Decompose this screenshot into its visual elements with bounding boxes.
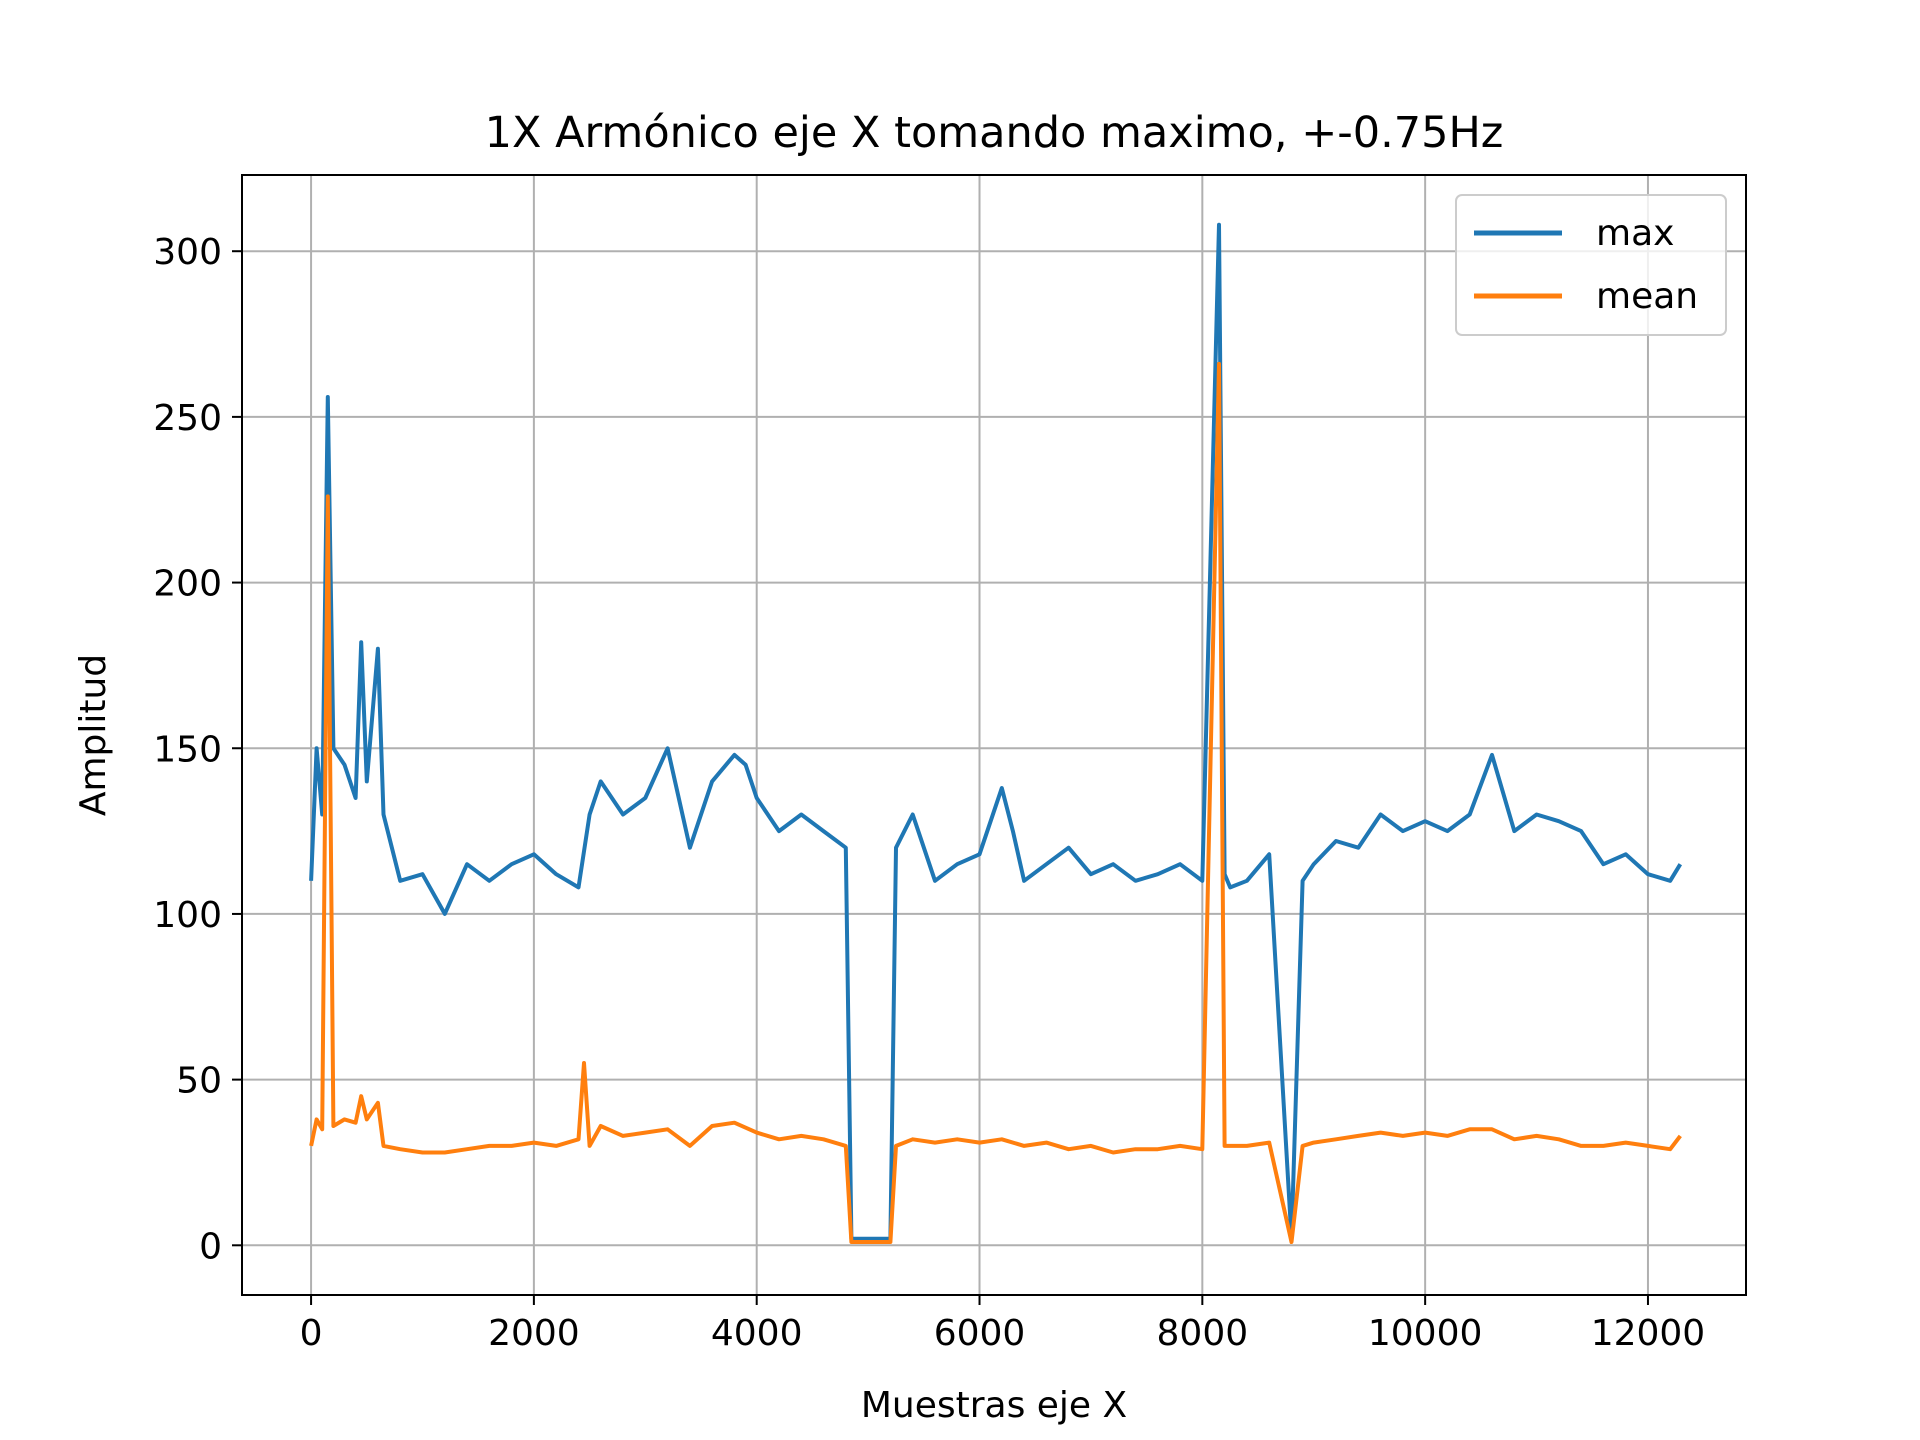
series-layer <box>309 222 1683 1244</box>
y-tick-label: 200 <box>153 564 222 605</box>
series-line-mean <box>309 361 1682 1244</box>
legend-label-mean: mean <box>1596 276 1698 317</box>
x-tick-label: 10000 <box>1368 1313 1483 1354</box>
y-tick-label: 300 <box>153 232 222 273</box>
y-tick-label: 50 <box>176 1061 222 1102</box>
y-axis-label: Amplitud <box>73 654 114 816</box>
x-tick-label: 12000 <box>1591 1313 1706 1354</box>
x-tick-label: 6000 <box>934 1313 1026 1354</box>
plot-area-frame <box>241 174 1747 1296</box>
x-tick-label: 0 <box>300 1313 323 1354</box>
x-tick-label: 8000 <box>1157 1313 1249 1354</box>
x-tick-label: 4000 <box>711 1313 803 1354</box>
y-tick-label: 250 <box>153 398 222 439</box>
axis-ticks: 0 2000 4000 6000 8000 10000 12000 0 50 100 150 200 2… <box>153 232 1705 1354</box>
chart-title: 1X Armónico eje X tomando maximo, +-0.75… <box>485 108 1504 158</box>
legend-box <box>1455 194 1727 336</box>
legend-label-max: max <box>1596 213 1674 254</box>
legend: max mean <box>1455 194 1727 336</box>
y-tick-label: 150 <box>153 729 222 770</box>
x-tick-label: 2000 <box>488 1313 580 1354</box>
series-line-max <box>309 222 1683 1241</box>
x-axis-label: Muestras eje X <box>861 1385 1127 1426</box>
grid-lines <box>242 175 1746 1295</box>
y-tick-label: 100 <box>153 895 222 936</box>
plot-area-background <box>242 175 1746 1295</box>
y-tick-label: 0 <box>199 1226 222 1267</box>
